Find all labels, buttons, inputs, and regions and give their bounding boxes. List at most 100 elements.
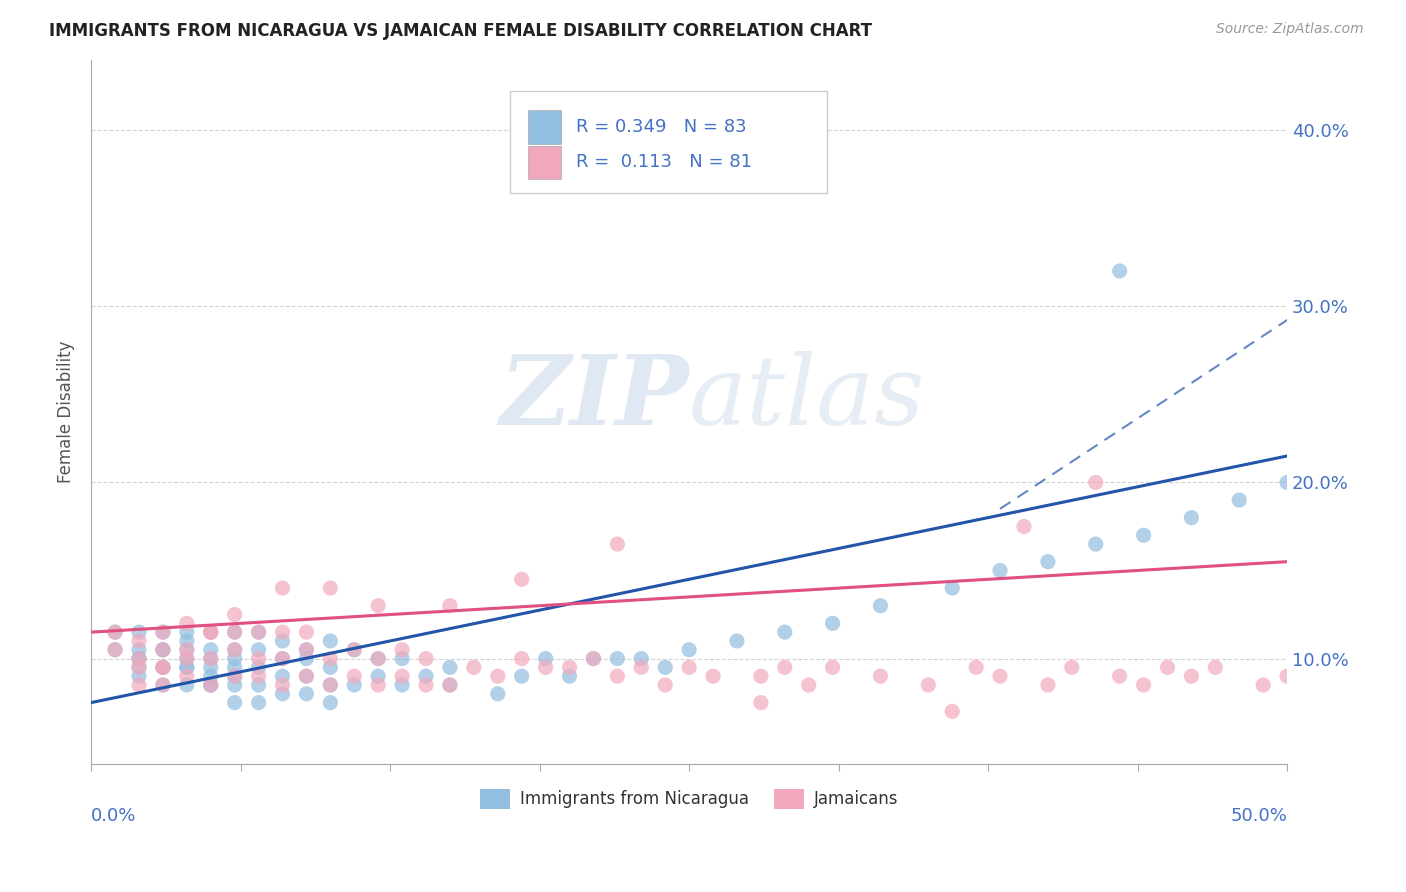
Point bbox=[295, 642, 318, 657]
Point bbox=[224, 607, 246, 622]
Point bbox=[104, 625, 127, 640]
Point bbox=[391, 678, 413, 692]
Point bbox=[247, 625, 270, 640]
Point bbox=[200, 651, 222, 665]
Point bbox=[319, 678, 342, 692]
Point bbox=[128, 634, 150, 648]
Point bbox=[1251, 678, 1274, 692]
Point bbox=[1204, 660, 1226, 674]
Point bbox=[152, 678, 174, 692]
FancyBboxPatch shape bbox=[527, 111, 561, 145]
Point bbox=[797, 678, 820, 692]
Point bbox=[176, 660, 198, 674]
Point bbox=[367, 669, 389, 683]
Point bbox=[606, 651, 628, 665]
Text: R = 0.349   N = 83: R = 0.349 N = 83 bbox=[575, 119, 747, 136]
Point bbox=[319, 696, 342, 710]
Point bbox=[152, 660, 174, 674]
Point bbox=[176, 616, 198, 631]
Point bbox=[104, 642, 127, 657]
Point bbox=[1227, 493, 1250, 508]
Point bbox=[510, 572, 533, 586]
Point bbox=[176, 669, 198, 683]
Point bbox=[439, 678, 461, 692]
Point bbox=[630, 660, 652, 674]
Point bbox=[200, 651, 222, 665]
Point bbox=[224, 669, 246, 683]
Point bbox=[582, 651, 605, 665]
Point bbox=[176, 642, 198, 657]
Point bbox=[439, 660, 461, 674]
Point bbox=[152, 678, 174, 692]
Text: atlas: atlas bbox=[689, 351, 925, 445]
Point bbox=[247, 642, 270, 657]
Point bbox=[152, 660, 174, 674]
Text: 0.0%: 0.0% bbox=[91, 806, 136, 824]
Point bbox=[606, 669, 628, 683]
Point bbox=[1012, 519, 1035, 533]
Point bbox=[678, 660, 700, 674]
Point bbox=[200, 625, 222, 640]
Point bbox=[128, 651, 150, 665]
Point bbox=[1180, 510, 1202, 524]
Point bbox=[295, 625, 318, 640]
Point bbox=[1180, 669, 1202, 683]
Point bbox=[247, 669, 270, 683]
Point bbox=[104, 642, 127, 657]
Point bbox=[415, 678, 437, 692]
Point bbox=[152, 642, 174, 657]
Point bbox=[654, 678, 676, 692]
Point bbox=[128, 651, 150, 665]
Point bbox=[941, 581, 963, 595]
Point bbox=[1036, 555, 1059, 569]
Point bbox=[725, 634, 748, 648]
Point bbox=[224, 642, 246, 657]
Point bbox=[869, 599, 891, 613]
Point bbox=[606, 537, 628, 551]
Point bbox=[941, 705, 963, 719]
Point bbox=[176, 678, 198, 692]
Point bbox=[988, 669, 1011, 683]
Point bbox=[1084, 475, 1107, 490]
Point bbox=[176, 625, 198, 640]
Point bbox=[152, 625, 174, 640]
Point bbox=[678, 642, 700, 657]
Point bbox=[128, 669, 150, 683]
Point bbox=[200, 678, 222, 692]
Point bbox=[1108, 264, 1130, 278]
Point bbox=[128, 660, 150, 674]
Point bbox=[319, 651, 342, 665]
Point bbox=[247, 678, 270, 692]
Point bbox=[200, 625, 222, 640]
Point bbox=[749, 696, 772, 710]
Point bbox=[247, 660, 270, 674]
Point bbox=[367, 651, 389, 665]
Point bbox=[391, 642, 413, 657]
Point bbox=[1132, 528, 1154, 542]
Point bbox=[200, 660, 222, 674]
Point bbox=[271, 687, 294, 701]
Y-axis label: Female Disability: Female Disability bbox=[58, 341, 75, 483]
Point bbox=[295, 687, 318, 701]
Point bbox=[224, 651, 246, 665]
Point bbox=[486, 687, 509, 701]
Point bbox=[343, 642, 366, 657]
Point bbox=[773, 625, 796, 640]
Point bbox=[534, 660, 557, 674]
Point bbox=[319, 634, 342, 648]
Point bbox=[271, 678, 294, 692]
Point bbox=[128, 660, 150, 674]
Point bbox=[367, 678, 389, 692]
Point bbox=[247, 651, 270, 665]
Point bbox=[200, 642, 222, 657]
Point bbox=[486, 669, 509, 683]
Point bbox=[415, 669, 437, 683]
FancyBboxPatch shape bbox=[510, 91, 827, 194]
Point bbox=[391, 669, 413, 683]
Point bbox=[152, 642, 174, 657]
Point bbox=[176, 642, 198, 657]
Point bbox=[224, 625, 246, 640]
Point bbox=[271, 625, 294, 640]
Point bbox=[1156, 660, 1178, 674]
Point bbox=[152, 625, 174, 640]
